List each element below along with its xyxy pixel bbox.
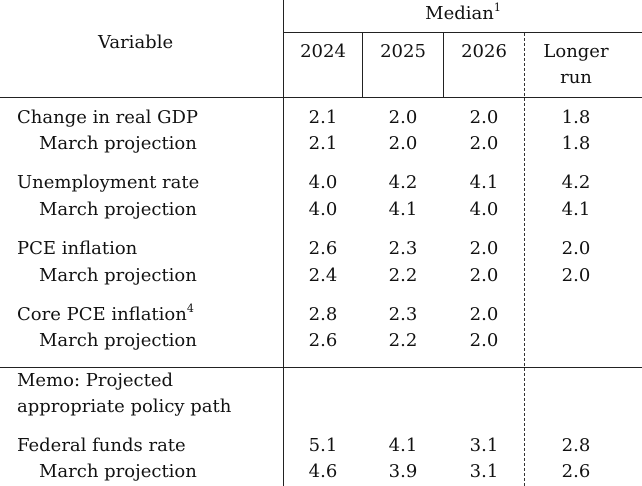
cell-longer-run: 1.8: [561, 133, 591, 154]
row-label: March projection: [39, 330, 197, 351]
cell-2025: 2.3: [388, 238, 418, 259]
variable-column-divider: [283, 0, 284, 486]
cell-2026: 3.1: [469, 461, 499, 482]
row-label-container: Core PCE inflation4: [17, 302, 194, 326]
cell-2026: 4.0: [469, 199, 499, 220]
cell-2024: 4.0: [308, 172, 338, 193]
row-label: Core PCE inflation: [17, 304, 187, 325]
row-label: Unemployment rate: [17, 172, 200, 193]
cell-2026: 4.1: [469, 172, 499, 193]
cell-2026: 3.1: [469, 435, 499, 456]
year-divider-2024-2025: [362, 33, 363, 97]
core-pce-footnote-marker: 4: [186, 302, 194, 315]
cell-2026: 2.0: [469, 330, 499, 351]
memo-line-1: Memo: Projected: [17, 370, 174, 391]
row-label: PCE inflation: [17, 238, 138, 259]
cell-2024: 4.0: [308, 199, 338, 220]
cell-2025: 4.1: [388, 199, 418, 220]
cell-2024: 2.1: [308, 133, 338, 154]
cell-2025: 4.1: [388, 435, 418, 456]
cell-longer-run: 4.2: [561, 172, 591, 193]
cell-2025: 4.2: [388, 172, 418, 193]
memo-line-2: appropriate policy path: [17, 396, 232, 417]
cell-2025: 2.3: [388, 304, 418, 325]
cell-2026: 2.0: [469, 238, 499, 259]
memo-top-rule: [0, 367, 642, 368]
cell-longer-run: 2.8: [561, 435, 591, 456]
cell-longer-run: 4.1: [561, 199, 591, 220]
row-label: Federal funds rate: [17, 435, 186, 456]
variable-header-label: Variable: [98, 32, 174, 53]
cell-2024: 2.4: [308, 265, 338, 286]
cell-longer-run: 2.0: [561, 238, 591, 259]
header-bottom-rule: [0, 97, 642, 98]
row-label: Change in real GDP: [17, 107, 199, 128]
variable-header: Variable: [98, 32, 173, 54]
cell-2025: 2.2: [388, 265, 418, 286]
longer-run-header-line2: run: [560, 67, 592, 88]
cell-2024: 2.8: [308, 304, 338, 325]
year-header-2026: 2026: [461, 41, 507, 62]
cell-2024: 5.1: [308, 435, 338, 456]
row-label: March projection: [39, 133, 197, 154]
cell-2025: 2.0: [388, 133, 418, 154]
longer-run-dashed-divider: [524, 33, 525, 486]
median-footnote-marker: 1: [493, 1, 501, 14]
cell-longer-run: 1.8: [561, 107, 591, 128]
row-label: March projection: [39, 461, 197, 482]
cell-2026: 2.0: [469, 133, 499, 154]
cell-2025: 2.0: [388, 107, 418, 128]
top-header-rule: [284, 32, 642, 33]
year-header-2025: 2025: [380, 41, 426, 62]
cell-2026: 2.0: [469, 107, 499, 128]
longer-run-header-line1: Longer: [543, 41, 609, 62]
median-header: Median1: [284, 1, 642, 25]
median-header-label: Median: [425, 3, 494, 24]
year-header-2024: 2024: [300, 41, 346, 62]
cell-longer-run: 2.0: [561, 265, 591, 286]
year-divider-2025-2026: [443, 33, 444, 97]
cell-2024: 2.6: [308, 238, 338, 259]
cell-2026: 2.0: [469, 304, 499, 325]
cell-2025: 2.2: [388, 330, 418, 351]
cell-2024: 2.6: [308, 330, 338, 351]
cell-longer-run: 2.6: [561, 461, 591, 482]
cell-2024: 4.6: [308, 461, 338, 482]
row-label: March projection: [39, 265, 197, 286]
cell-2025: 3.9: [388, 461, 418, 482]
cell-2026: 2.0: [469, 265, 499, 286]
cell-2024: 2.1: [308, 107, 338, 128]
row-label: March projection: [39, 199, 197, 220]
